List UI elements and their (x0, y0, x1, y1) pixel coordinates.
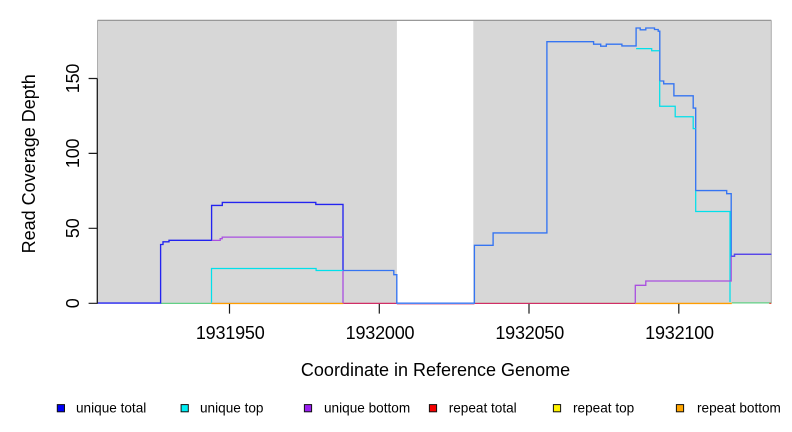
svg-text:repeat total: repeat total (449, 400, 517, 415)
svg-text:0: 0 (63, 298, 83, 308)
svg-text:unique top: unique top (200, 400, 264, 415)
svg-text:Read Coverage Depth: Read Coverage Depth (19, 74, 39, 253)
svg-text:unique bottom: unique bottom (324, 400, 410, 415)
svg-text:1932050: 1932050 (495, 323, 564, 343)
svg-text:150: 150 (63, 64, 83, 94)
svg-text:1932000: 1932000 (346, 323, 415, 343)
svg-text:100: 100 (63, 138, 83, 168)
svg-text:repeat top: repeat top (573, 400, 634, 415)
svg-text:repeat bottom: repeat bottom (697, 400, 781, 415)
svg-text:50: 50 (63, 218, 83, 238)
svg-text:unique total: unique total (76, 400, 146, 415)
svg-text:1932100: 1932100 (645, 323, 714, 343)
svg-text:1931950: 1931950 (196, 323, 265, 343)
svg-text:Coordinate in Reference Genome: Coordinate in Reference Genome (301, 360, 570, 380)
